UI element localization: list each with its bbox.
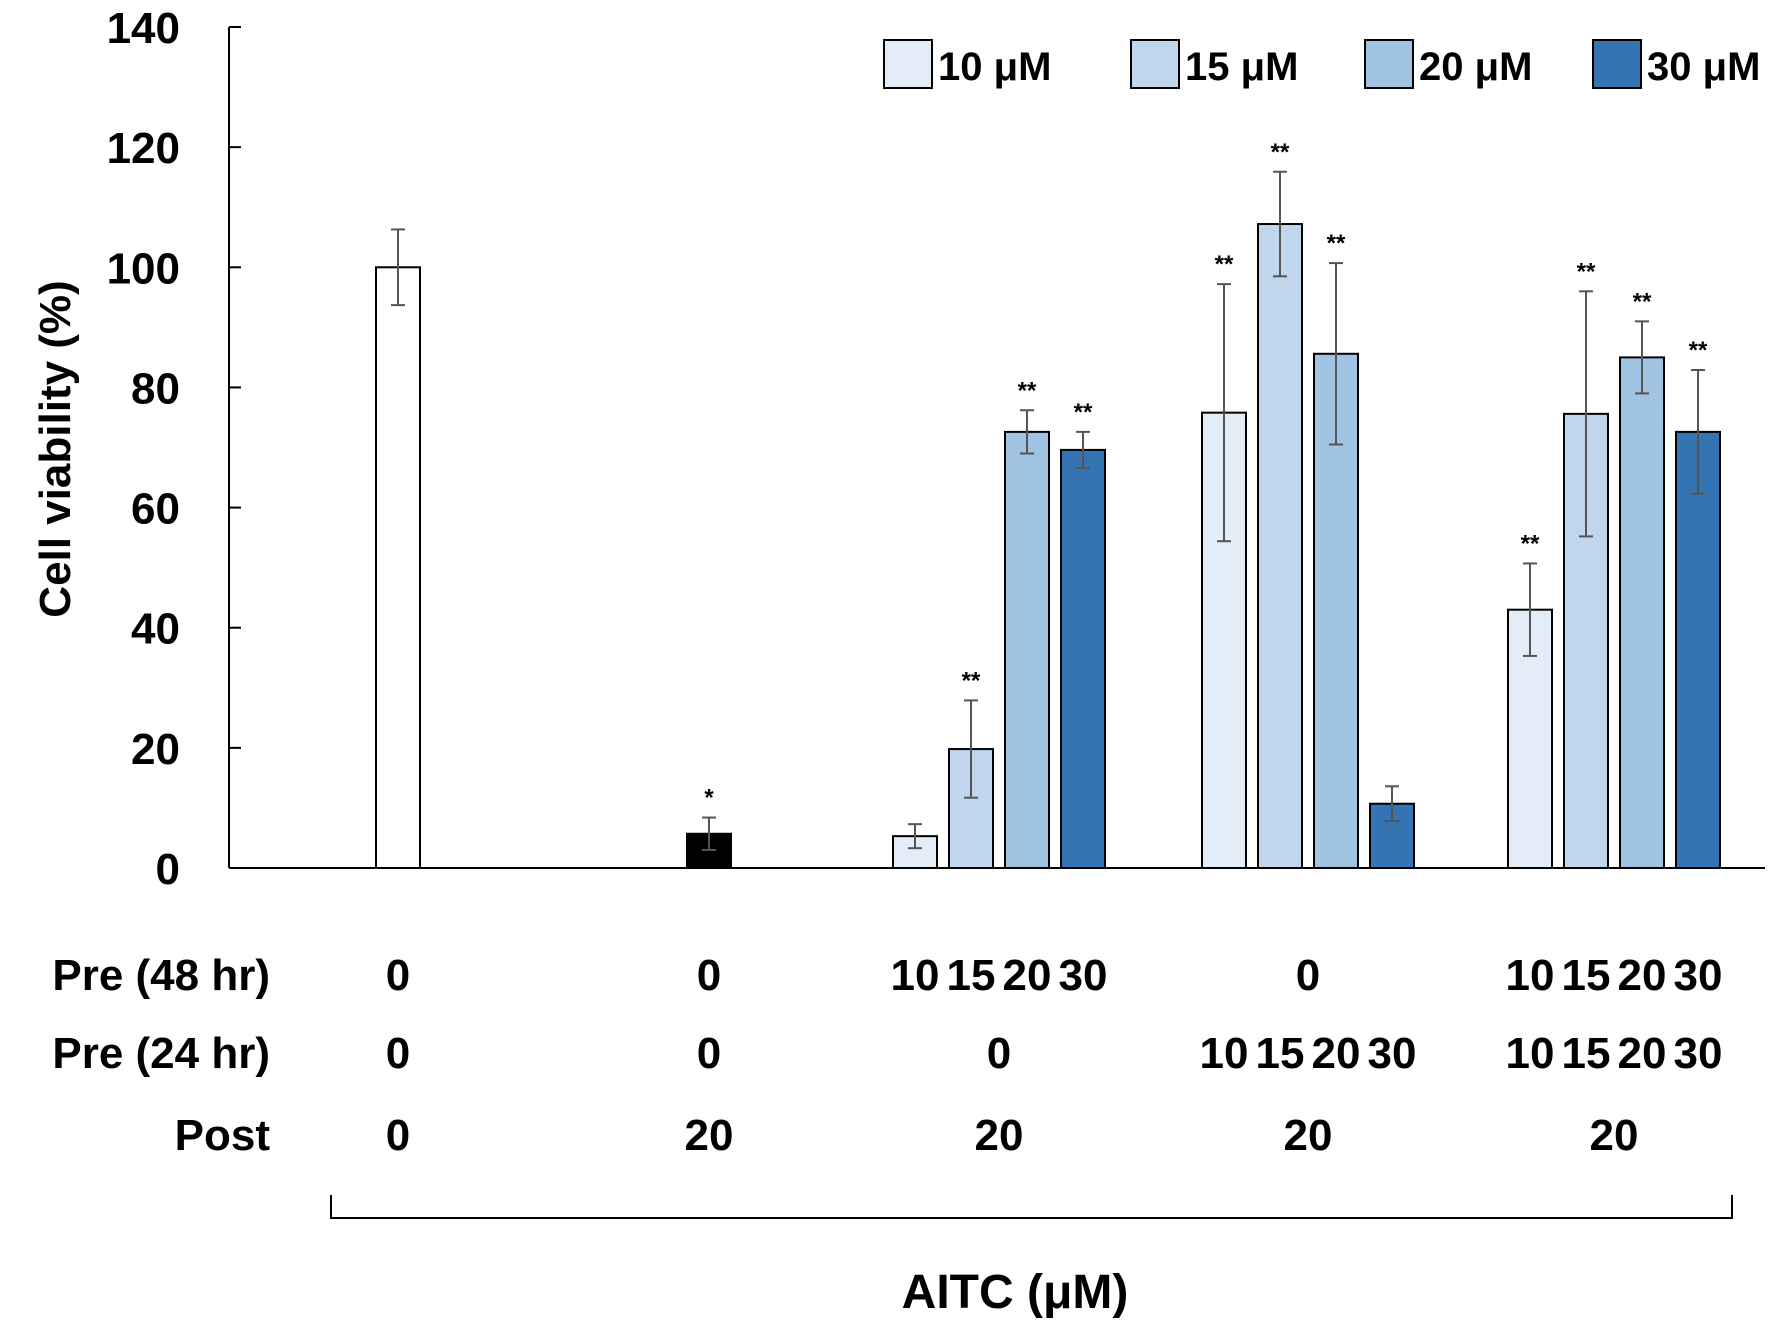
row-label: Post [175,1111,271,1160]
condition-value: 10 [1506,1029,1555,1078]
condition-value: 15 [1562,1029,1611,1078]
y-tick-label: 80 [131,364,180,413]
y-tick-label: 100 [107,244,180,293]
significance-marker: ** [1271,139,1290,166]
bar [1060,448,1106,869]
y-tick-label: 0 [156,845,180,894]
row-label: Pre (24 hr) [52,1029,270,1078]
condition-value: 20 [1312,1029,1361,1078]
significance-marker: * [704,785,714,812]
legend-swatch [1364,39,1414,89]
axes: 0 20 40 60 80 100 120 140 [107,4,1765,894]
condition-value: 0 [386,951,410,1000]
bar [1004,430,1050,869]
condition-value: 30 [1674,951,1723,1000]
legend-label: 20 μM [1419,45,1532,89]
significance-marker: ** [1521,530,1540,557]
bar [1675,430,1721,869]
legend-swatch [1130,39,1180,89]
legend-swatch [1592,39,1642,89]
row-label: Pre (48 hr) [52,951,270,1000]
legend-swatch [883,39,933,89]
condition-value: 10 [1200,1029,1249,1078]
x-axis-title: AITC (μM) [902,1266,1129,1319]
condition-value: 20 [1590,1111,1639,1160]
significance-marker: ** [962,667,981,694]
condition-value: 20 [1618,951,1667,1000]
condition-value: 20 [975,1111,1024,1160]
y-tick-label: 140 [107,4,180,53]
legend-label: 15 μM [1185,45,1298,89]
significance-marker: ** [1018,377,1037,404]
condition-value: 0 [386,1029,410,1078]
significance-marker: ** [1577,258,1596,285]
condition-value: 20 [1284,1111,1333,1160]
significance-marker: ** [1215,251,1234,278]
significance-marker: ** [1327,230,1346,257]
condition-value: 30 [1674,1029,1723,1078]
legend-label: 10 μM [938,45,1051,89]
condition-value: 0 [386,1111,410,1160]
y-tick-label: 20 [131,725,180,774]
condition-value: 30 [1059,951,1108,1000]
condition-value: 0 [697,1029,721,1078]
bars: ********************* [375,139,1721,870]
condition-value: 0 [987,1029,1011,1078]
legend-label: 30 μM [1647,45,1760,89]
significance-marker: ** [1074,399,1093,426]
y-axis-label: Cell viability (%) [31,280,80,617]
condition-value: 30 [1368,1029,1417,1078]
condition-value: 0 [697,951,721,1000]
condition-value: 20 [1003,951,1052,1000]
legend: 10 μM 15 μM 20 μM 30 μM [883,39,1760,89]
bar [375,266,421,869]
bar [1619,356,1665,869]
bar [1257,223,1303,869]
y-tick-label: 40 [131,605,180,654]
y-tick-label: 120 [107,124,180,173]
condition-value: 20 [685,1111,734,1160]
condition-value: 15 [1256,1029,1305,1078]
condition-value: 20 [1618,1029,1667,1078]
condition-value: 15 [947,951,996,1000]
condition-value: 15 [1562,951,1611,1000]
condition-value: 0 [1296,951,1320,1000]
aitc-bracket [330,1195,1733,1219]
significance-marker: ** [1689,337,1708,364]
condition-value: 10 [891,951,940,1000]
condition-value: 10 [1506,951,1555,1000]
significance-marker: ** [1633,288,1652,315]
y-tick-label: 60 [131,485,180,534]
